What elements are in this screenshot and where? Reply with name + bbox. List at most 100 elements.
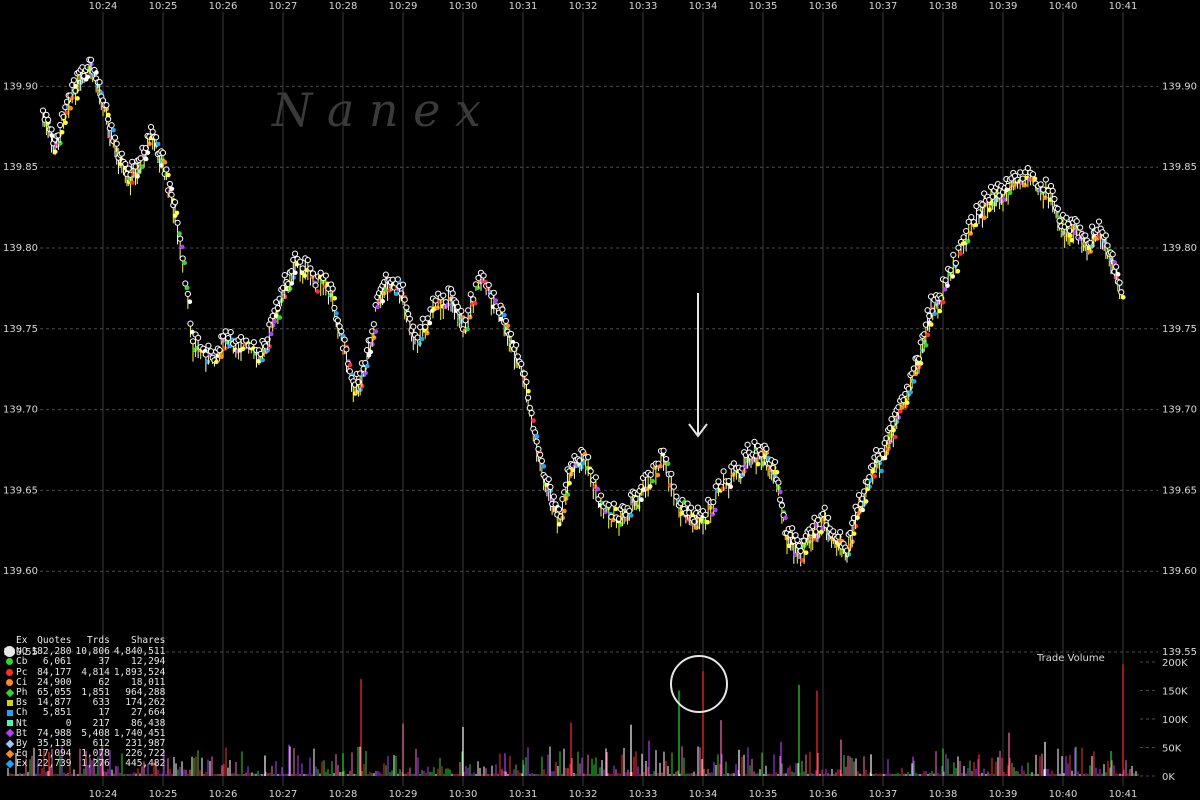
time-tick-bottom: 10:29: [389, 789, 418, 800]
quote-marker: [514, 353, 521, 360]
quote-marker: [545, 476, 552, 483]
legend-row: Ci 24,900 62 18,011: [4, 676, 167, 688]
quote-marker: [465, 307, 472, 314]
trade-point: [502, 312, 507, 318]
time-tick-bottom: 10:38: [929, 789, 958, 800]
trade-point: [1115, 271, 1121, 277]
quote-marker: [789, 525, 796, 532]
quote-marker: [179, 255, 186, 262]
quote-marker: [778, 502, 785, 509]
quote-marker: [837, 529, 844, 536]
quote-marker: [526, 404, 533, 411]
trade-point: [465, 326, 470, 332]
volume-tick: 0K: [1162, 772, 1175, 783]
legend-row: Cb 6,061 37 12,294: [4, 657, 167, 667]
legend-row: Eq 17,094 1,078 226,722: [4, 749, 167, 759]
trade-point: [774, 469, 780, 475]
trade-point: [730, 472, 736, 477]
volume-tick: 100K: [1162, 715, 1188, 726]
legend-code: NQ: [16, 645, 28, 657]
trade-point: [965, 239, 971, 244]
legend-shares: 86,438: [130, 717, 166, 729]
legend-quotes: 5,851: [42, 707, 72, 719]
quote-marker: [149, 128, 156, 135]
time-tick-top: 10:29: [389, 1, 418, 12]
quote-marker: [182, 280, 189, 287]
time-tick-top: 10:40: [1049, 1, 1078, 12]
exchange-marker-icon: [6, 668, 13, 676]
time-tick-bottom: 10:40: [1049, 789, 1078, 800]
legend-shares: 18,011: [130, 676, 166, 688]
legend-trds: 10,806: [75, 645, 110, 657]
annotation-circle: [670, 655, 728, 713]
volume-series: [7, 664, 1139, 776]
time-tick-top: 10:31: [509, 1, 538, 12]
trade-point: [665, 461, 671, 466]
trade-point: [302, 273, 308, 278]
quote-marker: [222, 328, 229, 335]
trade-point: [328, 292, 333, 298]
price-series: [39, 56, 1126, 567]
trade-point: [174, 210, 180, 216]
quote-marker: [952, 260, 959, 267]
quote-marker: [307, 265, 314, 272]
trade-point: [531, 418, 536, 423]
trade-point: [872, 474, 878, 479]
quote-marker: [343, 346, 350, 353]
time-tick-bottom: 10:27: [269, 789, 298, 800]
trade-point: [647, 484, 653, 489]
trade-point: [1120, 294, 1126, 300]
price-tick-right: 139.75: [1162, 324, 1197, 335]
trade-point: [417, 341, 422, 346]
quote-marker: [777, 496, 784, 503]
trade-point: [928, 322, 934, 327]
quote-marker: [1056, 217, 1063, 224]
trade-point: [315, 289, 320, 294]
quote-marker: [499, 306, 506, 313]
legend-trds: 612: [92, 738, 110, 750]
time-tick-top: 10:34: [689, 1, 718, 12]
trade-point: [59, 129, 65, 135]
legend-trds: 17: [98, 707, 110, 719]
legend-row: NQ 182,280 10,806 4,840,511: [4, 645, 167, 658]
time-tick-top: 10:39: [989, 1, 1018, 12]
quote-marker: [1024, 164, 1031, 172]
quote-marker: [299, 265, 306, 272]
time-tick-top: 10:33: [629, 1, 658, 12]
trade-point: [435, 305, 440, 311]
time-tick-top: 10:37: [869, 1, 898, 12]
quote-marker: [660, 447, 667, 454]
exchange-marker-icon: [5, 739, 14, 748]
quote-marker: [227, 329, 234, 336]
trade-point: [166, 172, 171, 178]
legend-code: Cb: [16, 656, 28, 668]
trade-point: [106, 112, 111, 118]
legend-row: Ex 22,739 1,276 445,482: [4, 759, 167, 769]
quote-marker: [518, 360, 525, 367]
volume-title: Trade Volume: [1036, 653, 1105, 664]
trade-point: [860, 507, 866, 513]
quote-marker: [207, 348, 215, 355]
legend-row: Pc 84,177 4,814 1,893,524: [4, 666, 167, 678]
quote-marker: [177, 235, 184, 242]
quote-marker: [39, 107, 47, 114]
exchange-marker-icon: [6, 699, 13, 706]
legend-code: Pc: [16, 666, 28, 678]
price-tick-left: 139.65: [3, 485, 38, 496]
quote-marker: [174, 219, 181, 226]
trade-point: [292, 270, 298, 276]
trade-point: [424, 330, 430, 336]
trade-point: [63, 120, 68, 126]
trade-point: [655, 472, 661, 478]
legend-code: Ex: [16, 758, 28, 770]
quote-marker: [725, 477, 732, 485]
legend-trds: 217: [92, 717, 110, 729]
quote-marker: [341, 336, 348, 343]
quote-marker: [647, 471, 654, 478]
trade-point: [162, 159, 168, 165]
volume-tick: 150K: [1162, 687, 1188, 698]
exchange-marker-icon: [5, 759, 14, 769]
trade-point: [526, 388, 531, 394]
quote-marker: [70, 77, 77, 84]
price-tick-left: 139.90: [3, 81, 38, 92]
